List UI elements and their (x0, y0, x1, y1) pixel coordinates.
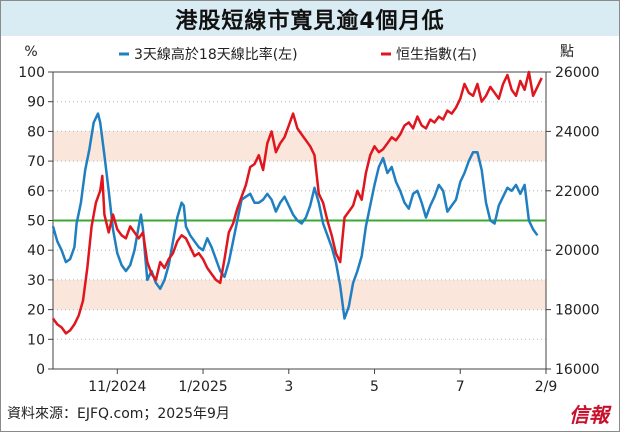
y-right-tick-label: 16000 (555, 362, 600, 378)
x-tick-label: 7 (456, 379, 465, 395)
chart-svg: 0 10 20 30 40 50 60 70 80 90 100% 16000 18000 20000 22… (18, 44, 600, 395)
x-tick-label: 11/2024 (88, 379, 146, 395)
y-left-tick-label: 90 (27, 95, 45, 111)
y-left-tick-label: 10 (27, 332, 45, 348)
y-left-tick-label: 100 (18, 65, 45, 81)
y-right-tick-label: 24000 (555, 124, 600, 140)
y-right-tick-label: 18000 (555, 303, 600, 319)
y-left-tick-label: 40 (27, 243, 45, 259)
y-left-tick-label: 80 (27, 124, 45, 140)
x-tick-label: 5 (370, 379, 379, 395)
y-left-tick-label: 70 (27, 154, 45, 170)
brand-logo: 信報 (569, 403, 609, 427)
shaded-band-1 (53, 131, 546, 162)
series-line-1 (51, 70, 543, 335)
chart-title: 港股短線市寬見逾4個月低 (175, 8, 445, 34)
y-left-tick-label: 0 (36, 362, 45, 378)
legend-label-1: 恒生指數(右) (396, 47, 477, 63)
x-tick-label: 3 (284, 379, 293, 395)
y-left-tick-label: 60 (27, 184, 45, 200)
source-note: 資料來源：EJFQ.com；2025年9月 (7, 406, 230, 422)
y-left-tick-label: 20 (27, 303, 45, 319)
series-line-0 (51, 112, 539, 320)
y-left-tick-label: 50 (27, 214, 45, 230)
y-right-tick-label: 20000 (555, 243, 600, 259)
y-left-tick-label: 30 (27, 273, 45, 289)
y-right-tick-label: 26000 (555, 65, 600, 81)
y-right-unit: 點 (560, 44, 574, 60)
y-left-unit: % (24, 44, 37, 60)
x-tick-label: 2/9 (535, 379, 558, 395)
x-tick-label: 1/2025 (178, 379, 227, 395)
legend-label-0: 3天線高於18天線比率(左) (134, 46, 298, 63)
shaded-band-0 (53, 279, 546, 310)
y-right-tick-label: 22000 (555, 184, 600, 200)
title-bar: 港股短線市寬見逾4個月低 (1, 1, 619, 36)
